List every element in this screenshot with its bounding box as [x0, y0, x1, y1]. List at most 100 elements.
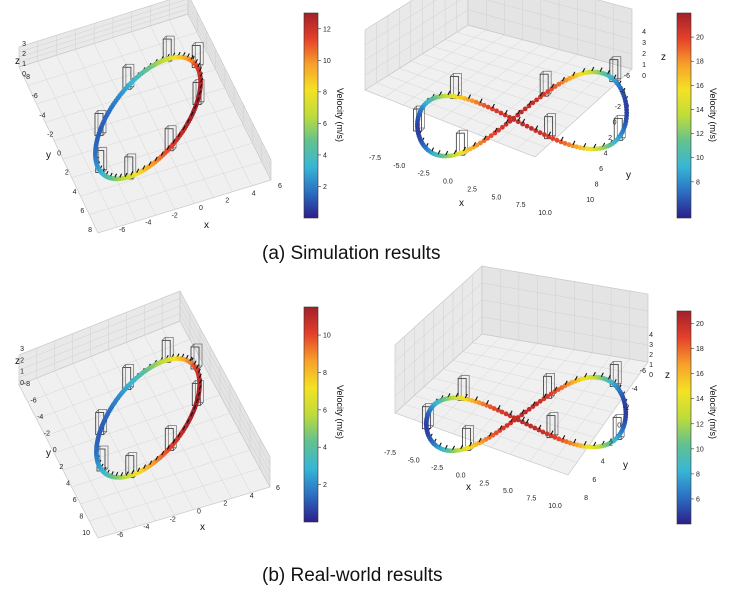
x-tick-label: 2.5: [479, 480, 489, 487]
grid-line: [89, 468, 261, 522]
thrust-arrow: [124, 172, 128, 178]
thrust-arrow: [600, 372, 604, 378]
trajectory-point: [519, 109, 524, 115]
trajectory-point: [549, 86, 554, 92]
thrust-arrow: [582, 68, 586, 73]
trajectory-point: [545, 393, 550, 399]
thrust-arrow: [607, 375, 611, 380]
grid-line: [90, 356, 175, 516]
x-tick-label: -5.0: [408, 458, 420, 465]
grid-line: [37, 61, 118, 228]
colorbar-tick-label: 4: [323, 152, 327, 159]
y-tick-label: 2: [65, 170, 69, 177]
thrust-arrow: [177, 432, 181, 438]
trajectory-point: [490, 432, 496, 438]
z-tick-label: 2: [649, 352, 653, 359]
trajectory-point: [511, 415, 517, 421]
chart-real-figure8: -7.5 -5.0 -2.5 0.0 2.5 5.0 7.5 10.0 -6 -4 -2 0 2 4 6 8 0…: [384, 265, 718, 525]
trajectory-point: [515, 112, 520, 118]
y-axis-label: y: [46, 150, 51, 161]
trajectory-point: [499, 409, 505, 415]
thrust-arrow: [186, 53, 190, 58]
colorbar-tick-label: 6: [323, 121, 327, 128]
thrust-arrow: [119, 173, 123, 179]
thrust-arrow: [193, 405, 197, 410]
thrust-arrow: [199, 84, 203, 89]
trajectory-point: [554, 137, 560, 143]
trajectory-point: [537, 398, 543, 404]
thrust-arrow: [517, 109, 521, 115]
thrust-arrow: [592, 371, 596, 377]
grid-line: [45, 376, 211, 437]
x-tick-label: 4: [252, 190, 256, 197]
thrust-arrow: [447, 90, 451, 96]
colorbar-tick-label: 10: [323, 58, 331, 65]
y-tick-label: 6: [599, 166, 603, 173]
thrust-arrow: [574, 375, 578, 381]
thrust-arrow: [196, 97, 200, 102]
x-tick-label: -6: [119, 227, 125, 234]
thrust-arrow: [125, 471, 129, 476]
thrust-arrow: [478, 437, 482, 443]
trajectory-point: [188, 58, 194, 63]
thrust-arrow: [479, 98, 483, 103]
thrust-arrow: [572, 71, 576, 77]
trajectory-point: [522, 106, 528, 112]
trajectory-point: [562, 141, 568, 146]
trajectory-point: [187, 359, 193, 365]
trajectory-point: [498, 110, 504, 116]
thrust-arrow: [182, 426, 186, 431]
y-tick-label: 10: [82, 530, 90, 537]
trajectory-point: [484, 402, 489, 408]
trajectory-point: [488, 133, 494, 139]
thrust-arrow: [452, 445, 455, 451]
grid-line: [18, 3, 272, 171]
y-tick-label: -2: [44, 431, 50, 438]
colorbar-tick-label: 4: [323, 445, 327, 452]
thrust-arrow: [457, 91, 461, 97]
thrust-arrow: [517, 116, 521, 121]
grid-line: [62, 105, 235, 160]
colorbar-tick-label: 12: [696, 421, 704, 428]
colorbar-tick-label: 8: [323, 370, 327, 377]
grid-line: [45, 69, 216, 123]
trajectory-point: [524, 123, 530, 129]
x-tick-label: 0: [199, 205, 203, 212]
x-tick-label: 2: [223, 501, 227, 508]
trajectory-point: [520, 121, 525, 127]
trajectory-point: [533, 128, 539, 134]
trajectory-point: [491, 406, 497, 411]
trajectory-point: [515, 417, 521, 423]
grid-line: [36, 377, 118, 533]
x-tick-label: 6: [276, 485, 280, 492]
thrust-arrow: [468, 94, 471, 99]
trajectory-point: [530, 100, 536, 106]
trajectory-point: [567, 440, 573, 446]
grid-line: [18, 313, 271, 480]
y-tick-label: -4: [631, 386, 637, 393]
z-axis-label: z: [15, 56, 20, 67]
thrust-arrow: [120, 472, 124, 477]
colorbar-tick-label: 8: [323, 89, 327, 96]
colorbar-tick-label: 16: [696, 83, 704, 90]
trajectory-point: [552, 389, 558, 395]
trajectory-point: [507, 118, 513, 124]
y-tick-label: -4: [39, 112, 45, 119]
colorbar-tick-label: 18: [696, 346, 704, 353]
thrust-arrow: [509, 410, 513, 416]
grid-line: [490, 349, 575, 448]
x-tick-label: 5.0: [492, 194, 502, 201]
grid-line: [433, 340, 520, 427]
y-tick-label: 4: [604, 151, 608, 158]
trajectory-point: [473, 99, 479, 105]
colorbar-tick-label: 14: [696, 396, 704, 403]
trajectory-point: [544, 431, 550, 437]
colorbar: [303, 12, 319, 219]
thrust-arrow: [486, 400, 489, 405]
trajectory-point: [507, 413, 513, 419]
trajectory-point: [552, 84, 558, 89]
grid-line: [18, 8, 272, 176]
thrust-arrow: [554, 386, 558, 391]
thrust-arrow: [198, 67, 202, 72]
grid-line: [376, 82, 546, 148]
